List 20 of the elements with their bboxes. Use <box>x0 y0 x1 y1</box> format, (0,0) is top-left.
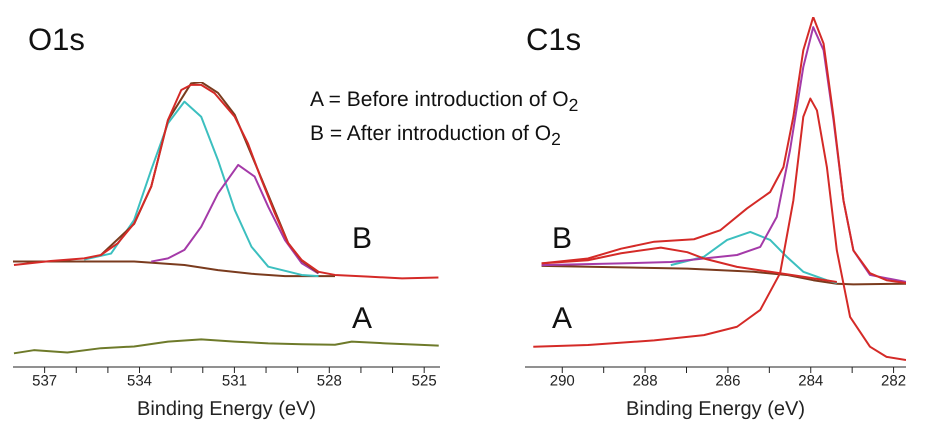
annotation: B <box>552 222 572 256</box>
x-tick-label: 282 <box>881 372 906 390</box>
annotation: A = Before introduction of O$_{2}$ <box>310 88 578 116</box>
annotation: B <box>352 222 372 256</box>
chart-title: C1s <box>526 22 582 58</box>
x-tick-label: 534 <box>127 372 152 390</box>
x-tick-label: 284 <box>798 372 824 390</box>
x-tick-label: 528 <box>316 372 342 390</box>
x-tick-label: 525 <box>412 372 437 390</box>
x-tick-label: 286 <box>715 372 740 390</box>
x-axis-title: Binding Energy (eV) <box>137 398 316 420</box>
annotation: A <box>352 302 372 336</box>
x-tick-label: 290 <box>550 372 575 390</box>
x-axis-title: Binding Energy (eV) <box>626 398 805 420</box>
x-tick-label: 531 <box>222 372 247 390</box>
chart-title: O1s <box>28 22 85 58</box>
x-tick-label: 537 <box>32 372 58 390</box>
x-tick-label: 288 <box>632 372 658 390</box>
annotation: A <box>552 302 572 336</box>
annotation: B = After introduction of O$_{2}$ <box>310 122 561 150</box>
